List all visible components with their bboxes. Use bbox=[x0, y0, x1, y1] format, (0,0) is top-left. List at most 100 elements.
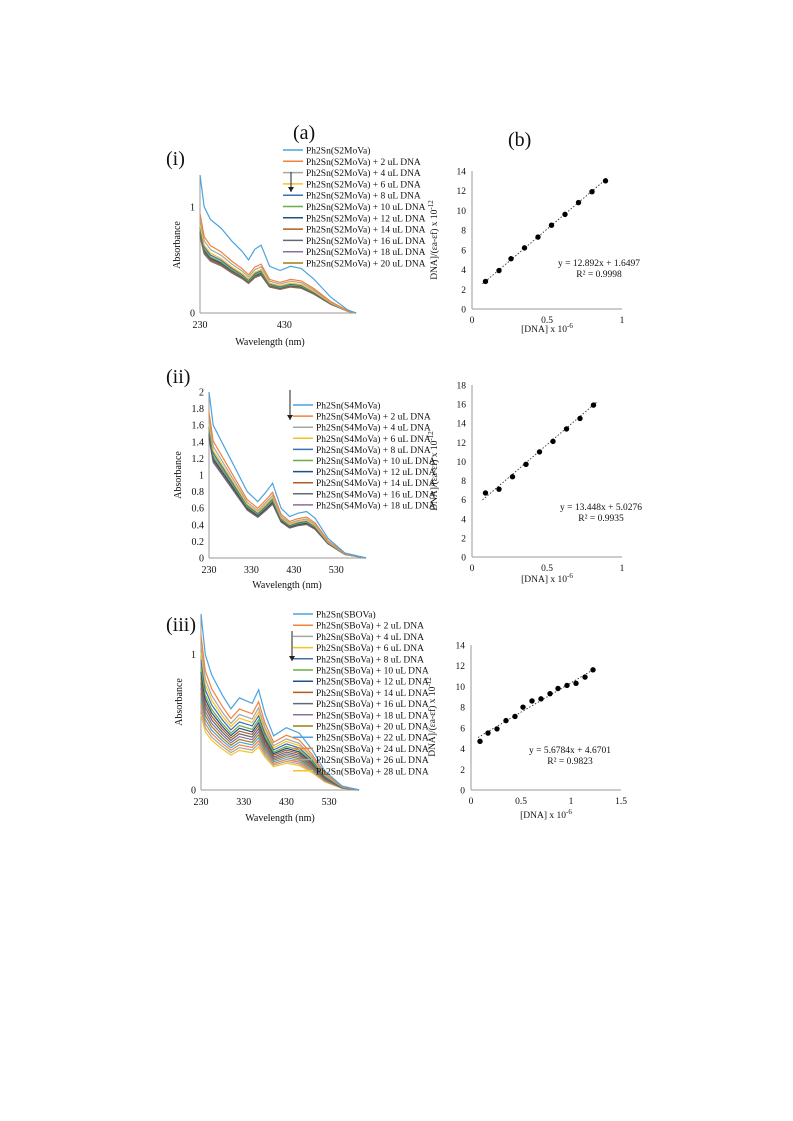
y-tick-label: 4 bbox=[461, 515, 466, 525]
arrow-head bbox=[287, 415, 293, 420]
series-line bbox=[200, 645, 360, 791]
x-tick-label: 330 bbox=[244, 565, 259, 576]
y-tick-label: 14 bbox=[456, 642, 466, 652]
legend-entry: Ph2Sn(S2MoVa) + 8 uL DNA bbox=[306, 191, 421, 202]
data-point bbox=[529, 698, 535, 704]
data-point bbox=[564, 682, 570, 689]
row-label-iii: (iii) bbox=[166, 614, 196, 636]
x-tick-label: 230 bbox=[193, 320, 208, 331]
x-tick-label: 1.5 bbox=[615, 797, 627, 807]
series-line bbox=[208, 418, 367, 559]
y-tick-label: 0.8 bbox=[192, 487, 205, 498]
data-point bbox=[590, 402, 597, 408]
y-axis-title-sup: -12 bbox=[427, 431, 435, 441]
data-point bbox=[535, 234, 541, 240]
y-tick-label: 14 bbox=[457, 420, 467, 430]
x-axis-title-sup: -6 bbox=[566, 808, 572, 816]
y-tick-label: 2 bbox=[461, 534, 466, 544]
legend-entry: Ph2Sn(S4MoVa) + 2 uL DNA bbox=[316, 412, 431, 423]
series-line bbox=[199, 219, 357, 314]
data-point bbox=[590, 667, 596, 673]
y-tick-label: 12 bbox=[457, 439, 467, 449]
legend-entry: Ph2Sn(S2MoVa) + 14 uL DNA bbox=[306, 225, 426, 236]
y-axis-title: Absorbance bbox=[173, 451, 184, 499]
data-point bbox=[520, 704, 526, 710]
legend-entry: Ph2Sn(S2MoVa) + 6 uL DNA bbox=[306, 179, 421, 190]
x-tick-label: 530 bbox=[329, 565, 344, 576]
x-tick-label: 430 bbox=[277, 320, 292, 331]
data-point bbox=[538, 696, 544, 702]
data-point bbox=[582, 674, 588, 680]
y-tick-label: 4 bbox=[461, 266, 466, 276]
legend-entry: Ph2Sn(SBoVa) + 6 uL DNA bbox=[316, 643, 424, 654]
legend-entry: Ph2Sn(SBoVa) + 26 uL DNA bbox=[316, 755, 429, 766]
x-axis-title-sup: -6 bbox=[567, 572, 573, 580]
y-tick-label: 0.6 bbox=[192, 504, 205, 515]
trend-equation: y = 12.892x + 1.6497 bbox=[558, 259, 640, 269]
x-axis-title: [DNA] x 10-6 bbox=[521, 572, 573, 585]
series-line bbox=[200, 698, 360, 791]
arrow-head bbox=[288, 187, 294, 192]
series-line bbox=[200, 635, 360, 791]
row-label-ii: (ii) bbox=[166, 366, 191, 388]
x-axis-title-sup: -6 bbox=[567, 322, 573, 330]
row-label-i: (i) bbox=[166, 148, 185, 170]
y-tick-label: 10 bbox=[456, 683, 466, 693]
y-tick-label: 8 bbox=[461, 477, 466, 487]
arrow-head bbox=[289, 656, 295, 661]
data-point bbox=[482, 490, 489, 496]
legend-entry: Ph2Sn(SBoVa) + 10 uL DNA bbox=[316, 666, 429, 677]
legend-entry: Ph2Sn(SBoVa) + 14 uL DNA bbox=[316, 688, 429, 699]
series-line bbox=[200, 693, 360, 791]
series-line bbox=[200, 687, 360, 791]
y-tick-label: 4 bbox=[460, 745, 465, 755]
series-line bbox=[199, 174, 357, 314]
legend-entry: Ph2Sn(S2MoVa) bbox=[306, 146, 370, 157]
data-point bbox=[577, 415, 583, 422]
trend-equation: y = 5.6784x + 4.6701 bbox=[529, 746, 611, 756]
legend-entry: Ph2Sn(S2MoVa) + 10 uL DNA bbox=[306, 202, 426, 213]
series-line bbox=[199, 224, 357, 314]
series-line bbox=[200, 708, 360, 791]
y-axis-title-sup: -12 bbox=[427, 200, 435, 210]
panel-label-a: (a) bbox=[293, 122, 316, 144]
y-tick-label: 14 bbox=[457, 168, 467, 178]
x-tick-label: 530 bbox=[322, 797, 337, 808]
series-line bbox=[200, 703, 360, 791]
x-tick-label: 1 bbox=[620, 564, 625, 574]
data-point bbox=[547, 690, 553, 697]
y-tick-label: 2 bbox=[461, 286, 466, 296]
x-tick-label: 0.5 bbox=[541, 564, 553, 574]
y-axis-title: Absorbance bbox=[172, 221, 183, 269]
data-point bbox=[508, 256, 514, 262]
series-line bbox=[200, 672, 360, 791]
y-tick-label: 1 bbox=[199, 471, 204, 482]
data-point bbox=[485, 730, 491, 736]
x-tick-label: 230 bbox=[202, 565, 217, 576]
x-tick-label: 0.5 bbox=[515, 797, 527, 807]
y-tick-label: 0.2 bbox=[192, 537, 205, 548]
y-tick-label: 10 bbox=[457, 458, 467, 468]
trendline bbox=[477, 668, 596, 738]
legend-entry: Ph2Sn(SBoVa) + 22 uL DNA bbox=[316, 733, 429, 744]
x-tick-label: 1 bbox=[620, 316, 625, 326]
y-axis-title: Absorbance bbox=[174, 678, 185, 726]
legend-entry: Ph2Sn(S4MoVa) bbox=[316, 401, 380, 412]
data-point bbox=[509, 474, 516, 480]
legend-entry: Ph2Sn(SBoVa) + 2 uL DNA bbox=[316, 621, 424, 632]
x-tick-label: 0.5 bbox=[541, 316, 553, 326]
y-tick-label: 12 bbox=[456, 662, 466, 672]
y-tick-label: 0 bbox=[460, 787, 465, 797]
series-line bbox=[200, 714, 360, 791]
x-axis-title: Wavelength (nm) bbox=[245, 813, 314, 824]
legend-entry: Ph2Sn(S2MoVa) + 20 uL DNA bbox=[306, 259, 426, 270]
y-tick-label: 0 bbox=[199, 554, 204, 565]
data-point bbox=[521, 245, 528, 251]
legend-entry: Ph2Sn(SBoVa) + 16 uL DNA bbox=[316, 699, 429, 710]
data-point bbox=[562, 211, 568, 218]
trendline bbox=[482, 176, 609, 285]
